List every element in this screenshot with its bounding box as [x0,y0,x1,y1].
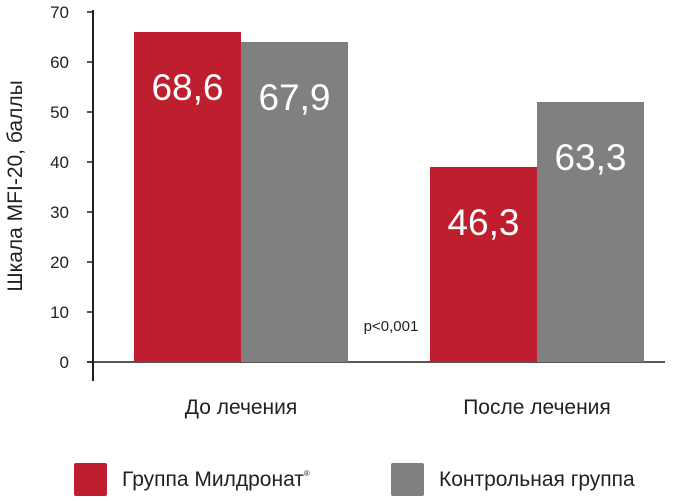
x-tick-labels: До лечения После лечения [185,396,611,419]
y-tick-label: 0 [60,353,69,372]
bar-control-0 [241,42,348,362]
bars [134,32,644,362]
y-ticks: 0 10 20 30 40 50 60 70 [50,3,93,372]
y-tick-label: 10 [50,303,69,322]
bar-mildronate-1 [430,167,537,362]
x-tick-label-1: После лечения [463,396,611,419]
y-tick-label: 70 [50,3,69,22]
p-value-annotation: p<0,001 [364,318,419,335]
legend-label-control: Контрольная группа [439,467,635,491]
legend-swatch-mildronate [74,463,107,496]
data-label-mildronate-0: 68,6 [151,67,223,108]
legend-swatch-control [391,463,424,496]
data-label-control-0: 67,9 [258,77,330,118]
legend-item-mildronate: Группа Милдронат® [74,463,310,496]
registered-mark: ® [303,468,310,478]
y-tick-label: 50 [50,103,69,122]
bar-mildronate-0 [134,32,241,362]
y-tick-label: 40 [50,153,69,172]
legend-label-mildronate: Группа Милдронат® [122,467,310,491]
y-tick-label: 30 [50,203,69,222]
y-axis-label: Шкала MFI-20, баллы [4,80,27,291]
data-label-control-1: 63,3 [554,137,626,178]
data-label-mildronate-1: 46,3 [447,202,519,243]
legend: Группа Милдронат® Контрольная группа [0,463,674,501]
data-labels: 68,6 67,9 46,3 63,3 [151,67,626,243]
legend-item-control: Контрольная группа [391,463,635,496]
x-tick-label-0: До лечения [185,396,298,419]
y-tick-label: 60 [50,53,69,72]
y-tick-label: 20 [50,253,69,272]
bar-chart: Шкала MFI-20, баллы 0 10 20 30 40 50 60 70 68,6… [4,3,665,419]
bar-control-1 [537,102,644,362]
